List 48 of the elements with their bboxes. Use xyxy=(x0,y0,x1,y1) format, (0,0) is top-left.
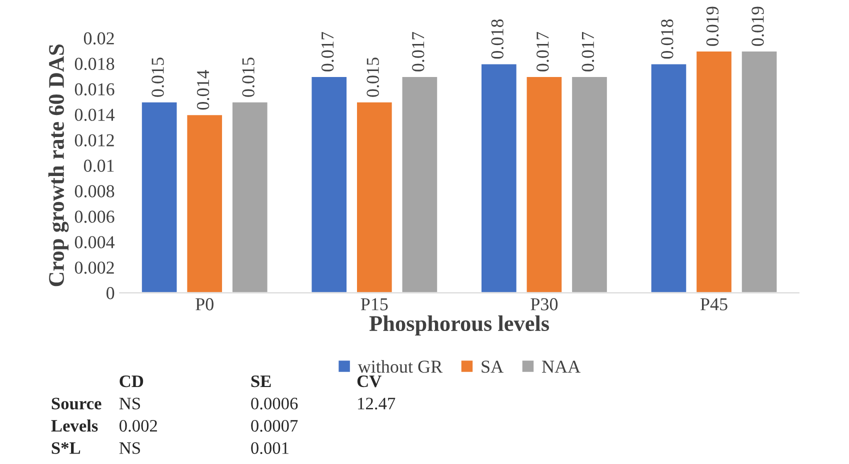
data-label: 0.017 xyxy=(582,32,594,72)
bar xyxy=(650,62,688,293)
bar xyxy=(740,50,778,293)
y-tick-label: 0.02 xyxy=(84,32,114,45)
legend-label: without GR xyxy=(358,360,443,373)
data-label: 0.017 xyxy=(412,32,424,72)
y-tick-label: 0.01 xyxy=(84,160,114,172)
y-tick-label: 0.014 xyxy=(74,108,115,121)
bar xyxy=(186,114,224,293)
bar xyxy=(140,101,178,293)
legend-label: NAA xyxy=(542,360,581,373)
y-tick-label: 0 xyxy=(106,287,114,300)
y-tick-label: 0.006 xyxy=(74,210,114,223)
bar xyxy=(695,50,733,293)
x-tick-label: P30 xyxy=(530,298,558,310)
bar xyxy=(400,76,438,293)
bar xyxy=(356,101,394,293)
text: CD SE CV xyxy=(120,375,382,388)
y-tick-label: 0.008 xyxy=(74,185,114,198)
y-tick-label: 0.012 xyxy=(74,134,114,146)
data-label: 0.017 xyxy=(321,32,334,72)
bar xyxy=(231,101,269,293)
bar xyxy=(570,76,608,293)
data-label: 0.019 xyxy=(752,6,764,46)
data-label: 0.019 xyxy=(706,6,719,46)
y-tick-label: 0.016 xyxy=(74,83,114,96)
data-label: 0.014 xyxy=(196,70,210,110)
text: S*L NS 0.001 xyxy=(52,442,288,454)
x-axis-title: Phosphorous levels xyxy=(369,315,550,336)
y-tick-label: 0.018 xyxy=(74,58,114,70)
y-axis-title: Crop growth rate 60 DAS xyxy=(48,44,69,286)
bar xyxy=(525,76,564,293)
data-label: 0.018 xyxy=(491,19,504,59)
x-tick-label: P0 xyxy=(196,298,214,310)
data-label: 0.015 xyxy=(152,58,164,97)
data-label: 0.018 xyxy=(661,19,674,59)
x-tick-label: P15 xyxy=(360,298,388,310)
bar xyxy=(310,76,348,293)
y-tick-label: 0.004 xyxy=(74,236,115,248)
text: Source NS 0.0006 12.47 xyxy=(52,398,396,410)
legend-label: SA xyxy=(482,360,504,373)
data-label: 0.015 xyxy=(242,58,254,97)
data-label: 0.015 xyxy=(366,58,380,97)
data-label: 0.017 xyxy=(536,32,549,72)
text: Levels 0.002 0.0007 xyxy=(51,419,298,432)
bar xyxy=(480,62,518,293)
y-tick-label: 0.002 xyxy=(74,262,114,274)
x-tick-label: P45 xyxy=(700,298,728,310)
